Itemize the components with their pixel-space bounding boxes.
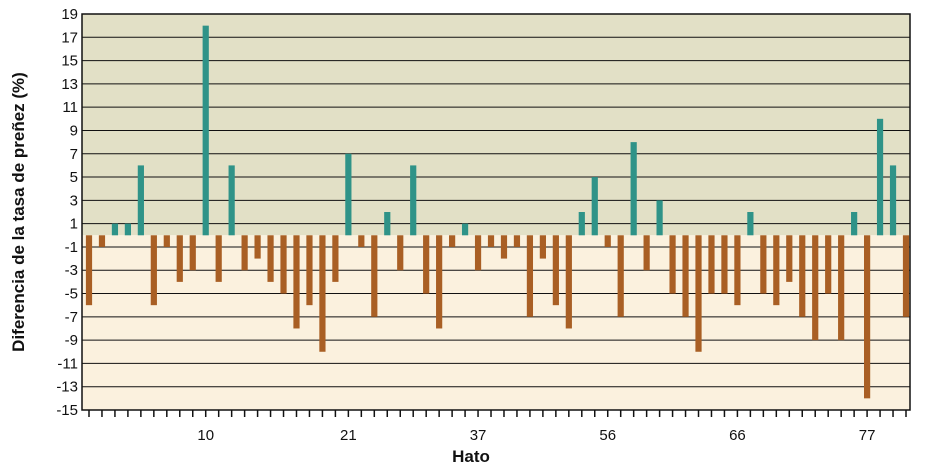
bar	[565, 235, 572, 329]
bar	[345, 153, 352, 236]
bar	[306, 235, 313, 306]
y-tick-label: 11	[62, 99, 78, 116]
bar	[85, 235, 93, 306]
bar	[825, 235, 832, 294]
y-tick-label: 17	[61, 29, 78, 46]
bar	[215, 235, 222, 282]
bar	[461, 223, 469, 236]
bar	[708, 235, 715, 294]
bar	[163, 235, 170, 247]
bar	[124, 223, 131, 236]
x-tick-label: 77	[859, 427, 876, 444]
bar	[384, 212, 391, 236]
y-tick-label: 9	[70, 122, 78, 139]
y-tick-label: -9	[65, 332, 78, 349]
bar	[500, 235, 508, 259]
bars	[85, 25, 910, 399]
bar	[254, 235, 261, 259]
bar	[695, 235, 702, 352]
bar	[98, 235, 106, 247]
x-tick-label: 10	[197, 427, 214, 444]
bar	[371, 235, 378, 317]
bar	[578, 212, 585, 236]
bar	[358, 235, 365, 247]
y-tick-label: 13	[61, 76, 78, 93]
y-tick-label: 1	[70, 216, 78, 233]
bar	[202, 25, 209, 236]
bar	[267, 235, 274, 282]
bar	[734, 235, 741, 306]
bar	[876, 118, 884, 236]
plot-background-negative	[82, 235, 910, 410]
x-axis: 10213756667785	[88, 410, 907, 444]
y-tick-label: -15	[56, 402, 78, 419]
x-tick-label: 21	[340, 427, 357, 444]
bar	[526, 235, 534, 317]
y-tick-label: -11	[57, 355, 78, 372]
bar	[332, 235, 339, 282]
y-tick-label: 19	[61, 6, 78, 23]
y-tick-label: -5	[65, 286, 78, 303]
bar	[617, 235, 624, 317]
bar	[319, 235, 326, 352]
bar	[293, 235, 300, 329]
bar	[410, 165, 417, 236]
bar	[682, 235, 689, 317]
y-tick-label: -13	[56, 379, 78, 396]
bar	[851, 212, 858, 236]
bar	[280, 235, 287, 294]
y-tick-label: 5	[70, 169, 78, 186]
y-tick-label: 3	[70, 192, 78, 209]
bar	[436, 235, 443, 329]
bar	[838, 235, 845, 341]
bar	[812, 235, 819, 341]
bar	[539, 235, 546, 259]
plot-frame	[81, 13, 911, 411]
bar	[474, 235, 482, 271]
bar	[189, 235, 196, 271]
bar	[176, 235, 183, 282]
x-tick-label: 56	[599, 427, 616, 444]
y-tick-label: -1	[65, 239, 78, 256]
bar	[397, 235, 404, 271]
bar	[864, 235, 871, 399]
bar	[786, 235, 793, 282]
bar	[513, 235, 521, 247]
y-tick-label: -7	[65, 309, 78, 326]
bar	[889, 165, 897, 236]
bar	[137, 165, 144, 236]
y-axis: 19 17 15 13 11 9 7 5 3 1 -1 -3 -5 -7 -9 -11 -13 -15	[56, 6, 78, 419]
bar	[241, 235, 248, 271]
bar	[604, 235, 611, 247]
y-tick-label: -3	[65, 262, 78, 279]
bar	[669, 235, 676, 294]
bar	[552, 235, 559, 306]
bar	[760, 235, 767, 294]
bar	[150, 235, 157, 306]
bar	[111, 223, 119, 236]
bar	[747, 212, 754, 236]
bar	[799, 235, 806, 317]
bar	[449, 235, 456, 247]
x-axis-title: Hato	[452, 447, 490, 466]
gridlines	[82, 13, 910, 411]
bar	[228, 165, 235, 236]
bar	[721, 235, 728, 294]
y-axis-title: Diferencia de la tasa de preñez (%)	[9, 72, 28, 352]
bar	[487, 235, 495, 247]
bar	[423, 235, 430, 294]
bar	[643, 235, 650, 271]
bar	[630, 142, 637, 236]
plot-background-positive	[82, 14, 910, 236]
x-tick-label: 37	[470, 427, 487, 444]
bar	[656, 200, 663, 236]
y-tick-label: 15	[61, 53, 78, 70]
bar	[591, 177, 598, 236]
x-tick-label: 66	[729, 427, 746, 444]
y-tick-label: 7	[70, 146, 78, 163]
bar	[902, 235, 910, 317]
bar	[773, 235, 780, 306]
